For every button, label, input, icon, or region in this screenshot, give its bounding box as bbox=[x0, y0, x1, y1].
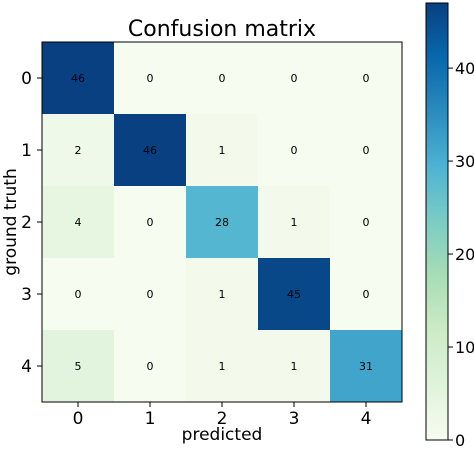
heatmap-cell bbox=[258, 258, 330, 330]
heatmap-cell-value: 31 bbox=[359, 360, 373, 373]
y-tick-label: 0 bbox=[21, 69, 32, 89]
heatmap-cell-value: 1 bbox=[219, 288, 226, 301]
heatmap-cell bbox=[186, 42, 258, 114]
heatmap-cell-value: 46 bbox=[71, 72, 85, 85]
y-tick-label: 3 bbox=[21, 285, 32, 305]
heatmap-cell-value: 4 bbox=[75, 216, 82, 229]
y-tick-label: 4 bbox=[21, 357, 32, 377]
colorbar-tick-label: 200 bbox=[455, 245, 474, 264]
x-tick-label: 2 bbox=[217, 409, 228, 429]
heatmap-cell bbox=[186, 186, 258, 258]
heatmap-cell bbox=[186, 114, 258, 186]
x-axis-ticks: 0 1 2 3 4 bbox=[73, 402, 372, 429]
heatmap-cell bbox=[114, 42, 186, 114]
heatmap-cell bbox=[114, 186, 186, 258]
heatmap-cell-value: 0 bbox=[363, 144, 370, 157]
heatmap-cell-value: 0 bbox=[219, 72, 226, 85]
colorbar-ticks: 0 100 200 300 400 bbox=[448, 59, 474, 450]
heatmap-cell bbox=[258, 186, 330, 258]
heatmap-cell bbox=[186, 330, 258, 402]
x-tick-label: 3 bbox=[289, 409, 300, 429]
heatmap-cell-value: 5 bbox=[75, 360, 82, 373]
heatmap-cell bbox=[258, 114, 330, 186]
heatmap-cell-value: 1 bbox=[219, 360, 226, 373]
heatmap-cell bbox=[42, 258, 114, 330]
heatmap-cell-value: 1 bbox=[291, 216, 298, 229]
heatmap-cell bbox=[258, 42, 330, 114]
heatmap-cell-value: 1 bbox=[219, 144, 226, 157]
heatmap-cell-value: 2 bbox=[75, 144, 82, 157]
heatmap-cell-value: 0 bbox=[147, 360, 154, 373]
heatmap-cell-value: 0 bbox=[147, 288, 154, 301]
chart-title: Confusion matrix bbox=[128, 17, 316, 42]
heatmap-cells bbox=[42, 42, 402, 402]
heatmap-cell-value: 0 bbox=[363, 216, 370, 229]
colorbar-tick-label: 300 bbox=[455, 152, 474, 171]
x-axis-label: predicted bbox=[182, 425, 263, 445]
heatmap-cell bbox=[330, 186, 402, 258]
heatmap-cell-value: 45 bbox=[287, 288, 301, 301]
heatmap-cell-value: 0 bbox=[291, 144, 298, 157]
heatmap-cell bbox=[42, 114, 114, 186]
heatmap-cell-labels: 46 0 0 0 0 2 46 1 0 0 4 0 28 1 0 0 0 1 45 0 5 0 1 1 31 bbox=[71, 72, 373, 373]
y-tick-label: 1 bbox=[21, 141, 32, 161]
heatmap-cell-value: 28 bbox=[215, 216, 229, 229]
heatmap-cell bbox=[330, 258, 402, 330]
heatmap-cell-value: 0 bbox=[147, 72, 154, 85]
heatmap-cell bbox=[258, 330, 330, 402]
heatmap-cell bbox=[330, 42, 402, 114]
colorbar bbox=[425, 2, 449, 441]
colorbar-tick-label: 0 bbox=[455, 431, 465, 450]
x-tick-label: 0 bbox=[73, 409, 84, 429]
heatmap-cell-value: 0 bbox=[147, 216, 154, 229]
y-tick-label: 2 bbox=[21, 213, 32, 233]
heatmap-cell-value: 46 bbox=[143, 144, 157, 157]
heatmap-cell bbox=[114, 258, 186, 330]
heatmap-cell-value: 0 bbox=[75, 288, 82, 301]
x-tick-label: 4 bbox=[361, 409, 372, 429]
heatmap-cell bbox=[330, 330, 402, 402]
heatmap-cell bbox=[186, 258, 258, 330]
colorbar-tick-label: 100 bbox=[455, 338, 474, 357]
heatmap-cell bbox=[42, 330, 114, 402]
heatmap-cell bbox=[42, 42, 114, 114]
heatmap-cell bbox=[330, 114, 402, 186]
y-axis-ticks: 0 1 2 3 4 bbox=[21, 69, 42, 377]
colorbar-tick-label: 400 bbox=[455, 59, 474, 78]
heatmap-cell bbox=[114, 330, 186, 402]
heatmap-cell bbox=[114, 114, 186, 186]
x-tick-label: 1 bbox=[145, 409, 156, 429]
heatmap-cell-value: 0 bbox=[363, 288, 370, 301]
heatmap-cell bbox=[42, 186, 114, 258]
heatmap-cell-value: 1 bbox=[291, 360, 298, 373]
heatmap-cell-value: 0 bbox=[291, 72, 298, 85]
heatmap-cell-value: 0 bbox=[363, 72, 370, 85]
y-axis-label: ground truth bbox=[1, 168, 21, 275]
